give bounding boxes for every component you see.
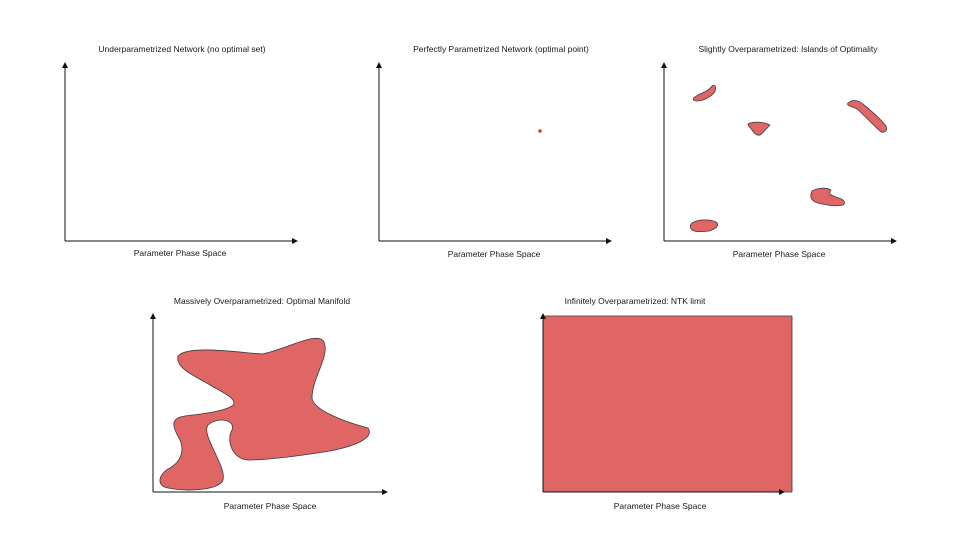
panel-title: Underparametrized Network (no optimal se… [98,44,265,54]
optimal-point [538,129,542,133]
x-axis-label: Parameter Phase Space [614,501,707,511]
optimality-island [810,187,845,207]
x-axis-label: Parameter Phase Space [134,248,227,258]
panel-title: Massively Overparametrized: Optimal Mani… [174,296,350,306]
x-axis-label: Parameter Phase Space [448,249,541,259]
x-axis-label: Parameter Phase Space [733,249,826,259]
optimal-manifold [159,337,370,491]
panel-title: Slightly Overparametrized: Islands of Op… [698,44,878,54]
panel-slightly-overparametrized: Slightly Overparametrized: Islands of Op… [661,44,897,259]
panel-underparametrized: Underparametrized Network (no optimal se… [62,44,298,258]
panel-perfectly-parametrized: Perfectly Parametrized Network (optimal … [376,44,612,259]
optimality-island [847,100,887,133]
x-axis-label: Parameter Phase Space [224,501,317,511]
optimality-island [692,84,716,102]
ntk-full-parameter-space [542,315,793,493]
panel-infinitely-overparametrized: Infinitely Overparametrized: NTK limit P… [540,296,793,511]
panel-title: Infinitely Overparametrized: NTK limit [565,296,706,306]
optimality-island [747,121,771,136]
panel-massively-overparametrized: Massively Overparametrized: Optimal Mani… [150,296,388,511]
panel-title: Perfectly Parametrized Network (optimal … [413,44,589,54]
optimality-island [689,219,718,232]
